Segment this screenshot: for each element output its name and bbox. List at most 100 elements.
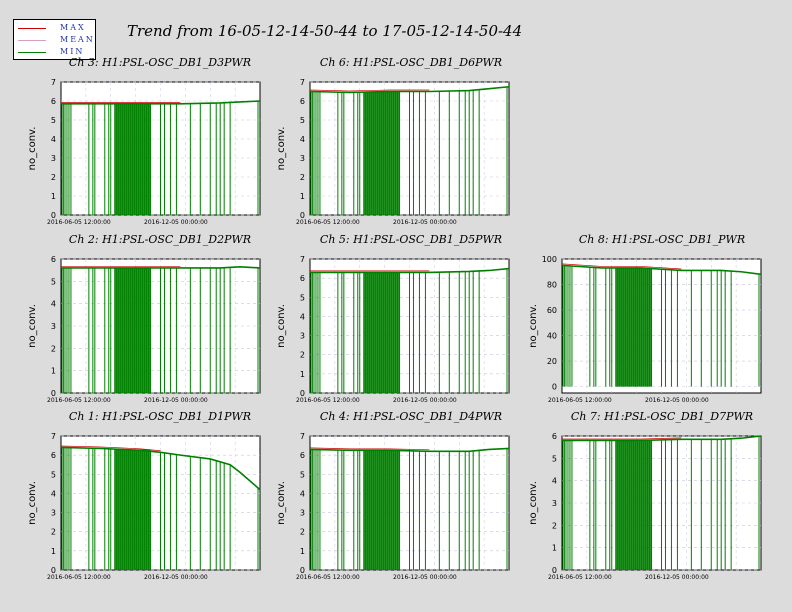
y-tick-label: 3 (300, 332, 305, 341)
y-axis-label: no_conv. (276, 481, 287, 525)
y-tick-label: 80 (547, 281, 557, 290)
y-axis-label: no_conv. (276, 304, 287, 348)
legend-label-max: MAX (60, 23, 86, 32)
series-line (60, 446, 261, 491)
y-tick-label: 1 (300, 192, 305, 201)
y-tick-label: 2 (300, 173, 305, 182)
y-tick-label: 0 (300, 389, 305, 398)
y-tick-label: 5 (300, 116, 305, 125)
x-tick-label: 2016-12-05 00:00:00 (645, 397, 709, 404)
x-tick-label: 2016-12-05 00:00:00 (393, 574, 457, 581)
x-tick-label: 2016-06-05 12:00:00 (296, 397, 360, 404)
y-tick-label: 3 (552, 499, 557, 508)
series-line (561, 264, 762, 276)
chart-panel: 0 1 2 3 4 5 6 7 2016-06-05 12:00:00 2016-12-05 00… (276, 56, 510, 226)
y-tick-label: 2 (300, 528, 305, 537)
y-tick-label: 3 (51, 509, 56, 518)
y-tick-label: 7 (51, 78, 56, 87)
chart-panel: 0 1 2 3 4 5 6 7 2016-06-05 12:00:00 2016-12-05 00… (27, 56, 261, 226)
y-tick-label: 1 (552, 544, 557, 553)
y-tick-label: 5 (300, 293, 305, 302)
legend-label-mean: MEAN (60, 35, 95, 44)
dropout-block (114, 267, 151, 393)
dropout-block (363, 450, 400, 570)
y-tick-label: 5 (51, 277, 56, 286)
y-tick-label: 3 (300, 154, 305, 163)
dropout-block (615, 267, 652, 387)
page-title: Trend from 16-05-12-14-50-44 to 17-05-12… (127, 22, 523, 40)
y-tick-label: 6 (300, 97, 305, 106)
legend-item-max: MAX (18, 22, 96, 34)
y-tick-label: 5 (552, 454, 557, 463)
chart-title: Ch 3: H1:PSL-OSC_DB1_D3PWR (69, 56, 251, 69)
y-tick-label: 5 (300, 470, 305, 479)
y-tick-label: 2 (300, 351, 305, 360)
y-axis-label: no_conv. (27, 481, 38, 525)
y-axis-label: no_conv. (27, 304, 38, 348)
y-tick-label: 1 (51, 192, 56, 201)
x-tick-label: 2016-06-05 12:00:00 (47, 397, 111, 404)
series-line (309, 85, 510, 94)
chart-panel: 0 1 2 3 4 5 6 7 2016-06-05 12:00:00 2016-12-05 00… (276, 233, 510, 404)
y-tick-label: 4 (51, 300, 56, 309)
y-tick-label: 100 (542, 255, 557, 264)
legend-label-min: MIN (60, 47, 85, 56)
legend: MAX MEAN MIN (13, 19, 96, 60)
y-tick-label: 3 (300, 509, 305, 518)
y-tick-label: 1 (51, 367, 56, 376)
y-tick-label: 0 (552, 566, 557, 575)
y-tick-label: 2 (51, 173, 56, 182)
y-tick-label: 7 (300, 78, 305, 87)
y-tick-label: 6 (552, 432, 557, 441)
chart-title: Ch 6: H1:PSL-OSC_DB1_D6PWR (320, 56, 502, 69)
y-tick-label: 0 (51, 389, 56, 398)
y-tick-label: 6 (51, 97, 56, 106)
series-line (562, 435, 762, 442)
y-tick-label: 2 (51, 344, 56, 353)
y-tick-label: 6 (300, 451, 305, 460)
y-tick-label: 2 (552, 521, 557, 530)
x-tick-label: 2016-12-05 00:00:00 (144, 574, 208, 581)
legend-item-min: MIN (18, 46, 96, 58)
max-line (562, 437, 682, 440)
y-tick-label: 0 (51, 566, 56, 575)
x-tick-label: 2016-06-05 12:00:00 (296, 574, 360, 581)
x-tick-label: 2016-06-05 12:00:00 (47, 574, 111, 581)
y-tick-label: 5 (51, 116, 56, 125)
x-tick-label: 2016-12-05 00:00:00 (144, 397, 208, 404)
chart-title: Ch 1: H1:PSL-OSC_DB1_D1PWR (69, 410, 251, 423)
series-line (309, 447, 510, 453)
x-tick-label: 2016-06-05 12:00:00 (548, 574, 612, 581)
chart-title: Ch 8: H1:PSL-OSC_DB1_PWR (579, 233, 745, 246)
max-line (309, 447, 430, 451)
y-tick-label: 40 (547, 332, 557, 341)
chart-title: Ch 5: H1:PSL-OSC_DB1_D5PWR (320, 233, 502, 246)
chart-panel: 0 1 2 3 4 5 6 7 2016-06-05 12:00:00 2016-12-05 00… (276, 410, 510, 581)
x-tick-label: 2016-06-05 12:00:00 (548, 397, 612, 404)
y-tick-label: 7 (51, 432, 56, 441)
dropout-block (114, 103, 151, 215)
legend-swatch-max (18, 28, 46, 29)
y-tick-label: 3 (51, 154, 56, 163)
y-tick-label: 4 (300, 135, 305, 144)
series-line (61, 266, 261, 269)
y-tick-label: 20 (547, 357, 557, 366)
y-axis-label: no_conv. (276, 127, 287, 171)
x-tick-label: 2016-12-05 00:00:00 (393, 397, 457, 404)
legend-item-mean: MEAN (18, 34, 96, 46)
y-tick-label: 1 (300, 547, 305, 556)
series-line (61, 100, 261, 105)
x-tick-label: 2016-12-05 00:00:00 (645, 574, 709, 581)
y-tick-label: 7 (300, 432, 305, 441)
y-tick-label: 1 (51, 547, 56, 556)
y-tick-label: 4 (51, 135, 56, 144)
y-tick-label: 0 (300, 566, 305, 575)
y-tick-label: 0 (51, 211, 56, 220)
max-line (60, 445, 161, 452)
y-tick-label: 4 (300, 489, 305, 498)
x-tick-label: 2016-12-05 00:00:00 (144, 219, 208, 226)
y-tick-label: 3 (51, 322, 56, 331)
y-tick-label: 2 (51, 528, 56, 537)
series-line (310, 267, 510, 274)
